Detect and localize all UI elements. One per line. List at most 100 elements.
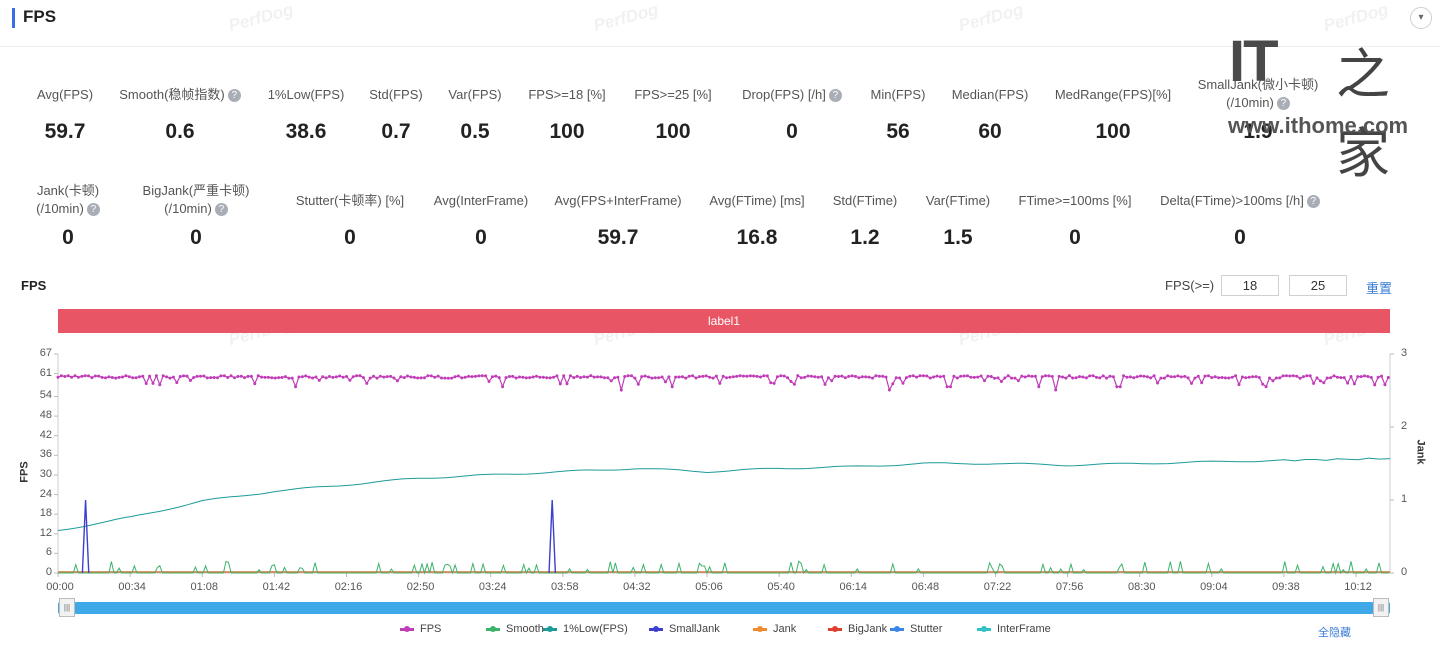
- metric-value: 0.7: [381, 120, 411, 143]
- x-tick-label: 06:48: [911, 581, 940, 593]
- x-tick-label: 02:16: [334, 581, 363, 593]
- panel-title: FPS: [23, 7, 57, 26]
- fps-threshold-input-1[interactable]: [1221, 275, 1279, 296]
- ithome-logo-url: www.ithome.com: [1228, 113, 1409, 138]
- metric-label-text: Stutter(卡顿率) [%]: [295, 193, 405, 208]
- x-tick-label: 03:58: [551, 581, 579, 593]
- panel-header: [0, 0, 1440, 47]
- metric-label-text: Delta(FTime)>100ms [/h]: [1160, 193, 1304, 208]
- y2-tick-label: 2: [1401, 420, 1408, 432]
- y2-tick-label: 3: [1401, 347, 1408, 359]
- hide-all-link[interactable]: 全隐藏: [1318, 627, 1351, 639]
- metric-value: 0: [62, 226, 74, 249]
- metric-value: 56: [886, 120, 910, 143]
- legend-marker: [400, 626, 414, 632]
- y-tick-label: 30: [39, 467, 52, 480]
- metric-label: Var(FPS): [385, 86, 565, 104]
- metric-value: 59.7: [597, 226, 639, 249]
- metric-value: 1.2: [850, 226, 880, 249]
- metric-label: FTime>=100ms [%]: [985, 192, 1165, 210]
- x-tick-label: 07:56: [1055, 581, 1084, 593]
- x-tick-label: 03:24: [478, 581, 507, 593]
- metric-label-text: Jank(卡顿): [36, 183, 100, 198]
- legend-label: 1%Low(FPS): [563, 623, 628, 635]
- metric-value: 0: [786, 120, 798, 143]
- metric-label-text: FTime>=100ms [%]: [1018, 193, 1132, 208]
- y-axis-title: FPS: [18, 461, 31, 483]
- metric-label: Var(FTime): [868, 192, 1048, 210]
- legend-marker: [649, 626, 663, 632]
- metric-label: Smooth(稳帧指数)?: [90, 86, 270, 104]
- x-tick-label: 05:06: [695, 581, 723, 593]
- time-range-slider[interactable]: [58, 602, 1390, 614]
- help-icon[interactable]: ?: [1306, 195, 1320, 209]
- metric-value: 100: [1095, 120, 1131, 143]
- help-icon[interactable]: ?: [227, 89, 241, 103]
- metric-value: 0.5: [460, 120, 490, 143]
- metric-label-text: MedRange(FPS)[%]: [1054, 87, 1172, 102]
- metric-value: 1.9: [1243, 120, 1273, 143]
- y2-tick-label: 1: [1401, 493, 1408, 505]
- metric-label-text: Std(FPS): [369, 87, 423, 102]
- y-tick-label: 6: [45, 546, 52, 559]
- legend-marker: [890, 626, 904, 632]
- slider-handle-right[interactable]: |||: [1373, 598, 1389, 617]
- x-tick-label: 01:42: [262, 581, 291, 593]
- metric-label: Avg(FTime) [ms]: [667, 192, 847, 210]
- metric-label: Std(FTime): [775, 192, 955, 210]
- metric-label: MedRange(FPS)[%]: [1023, 86, 1203, 104]
- metric-label: Min(FPS): [808, 86, 988, 104]
- y-tick-label: 54: [39, 389, 52, 402]
- legend-label: Jank: [773, 623, 797, 635]
- help-icon[interactable]: ?: [86, 203, 100, 217]
- help-icon[interactable]: ?: [214, 203, 228, 217]
- reset-link[interactable]: 重置: [1366, 281, 1393, 296]
- slider-handle-left[interactable]: |||: [59, 598, 75, 617]
- y2-tick-label: 0: [1401, 566, 1408, 578]
- metric-label-text: Avg(FTime) [ms]: [709, 193, 805, 208]
- metric-label: Delta(FTime)>100ms [/h]?: [1150, 192, 1330, 210]
- legend-marker: [753, 626, 767, 632]
- metric-label-text: Median(FPS): [951, 87, 1029, 102]
- metric-value: 1.5: [943, 226, 973, 249]
- metric-label-unit: (/10min): [164, 201, 212, 216]
- help-icon[interactable]: ?: [1276, 97, 1290, 111]
- metric-label-text: Min(FPS): [870, 87, 926, 102]
- fps-threshold-input-2[interactable]: [1289, 275, 1347, 296]
- collapse-icon[interactable]: ▾: [1410, 7, 1432, 29]
- x-tick-label: 01:08: [190, 581, 218, 593]
- metric-label-text: SmallJank(微小卡顿): [1197, 77, 1319, 92]
- metric-label: FPS>=18 [%]: [477, 86, 657, 104]
- metric-label: BigJank(严重卡顿) (/10min)?: [106, 182, 286, 218]
- x-tick-label: 00:00: [46, 581, 74, 593]
- metric-value: 60: [978, 120, 1002, 143]
- ithome-logo-it: IT: [1229, 29, 1279, 94]
- y-tick-label: 36: [39, 448, 52, 461]
- chart-title: FPS: [21, 278, 47, 293]
- metric-label-text: Var(FTime): [925, 193, 991, 208]
- legend-label: Smooth: [506, 623, 544, 635]
- fps-threshold-label: FPS(>=): [1165, 278, 1215, 293]
- metric-value: 0: [344, 226, 356, 249]
- y-tick-label: 24: [39, 487, 52, 500]
- metric-label-text: FPS>=18 [%]: [528, 87, 606, 102]
- help-icon[interactable]: ?: [828, 89, 842, 103]
- metric-value: 0.6: [165, 120, 195, 143]
- metric-label: Stutter(卡顿率) [%]: [260, 192, 440, 210]
- legend-marker: [828, 626, 842, 632]
- metric-label-text: Avg(FPS): [36, 87, 94, 102]
- label-band[interactable]: label1: [58, 309, 1390, 333]
- metric-label: Avg(FPS+InterFrame): [528, 192, 708, 210]
- metric-label: Jank(卡顿) (/10min)?: [0, 182, 158, 218]
- metric-label-text: Var(FPS): [448, 87, 502, 102]
- metric-label-text: Avg(FPS+InterFrame): [554, 193, 682, 208]
- series-smalljank-spike: [548, 499, 557, 574]
- y2-axis-title: Jank: [1414, 439, 1427, 465]
- metric-label-unit: (/10min): [36, 201, 84, 216]
- x-tick-label: 10:12: [1344, 581, 1372, 593]
- x-tick-label: 06:14: [839, 581, 868, 593]
- x-tick-label: 02:50: [406, 581, 435, 593]
- metric-label: Avg(FPS): [0, 86, 155, 104]
- metric-value: 59.7: [44, 120, 86, 143]
